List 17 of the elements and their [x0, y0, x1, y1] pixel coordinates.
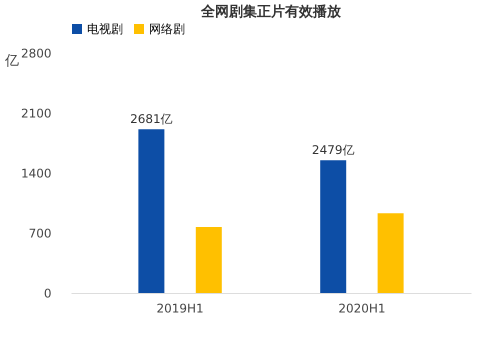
bar: [196, 227, 222, 293]
bar: [378, 213, 404, 293]
bar: [138, 129, 164, 293]
y-tick-label: 2100: [20, 106, 52, 120]
legend-label: 电视剧: [87, 22, 123, 36]
x-tick-label: 2019H1: [156, 302, 204, 316]
y-tick-label: 0: [44, 286, 52, 300]
y-tick-label: 2800: [20, 46, 52, 60]
total-label: 2681亿: [130, 112, 173, 126]
y-axis-title: 亿: [4, 53, 19, 69]
bar: [320, 160, 346, 293]
y-tick-label: 700: [28, 226, 52, 240]
x-tick-label: 2020H1: [338, 302, 386, 316]
legend-label: 网络剧: [149, 22, 185, 36]
chart-title: 全网剧集正片有效播放: [200, 4, 342, 20]
total-label: 2479亿: [312, 143, 354, 158]
y-tick-label: 1400: [20, 166, 52, 180]
